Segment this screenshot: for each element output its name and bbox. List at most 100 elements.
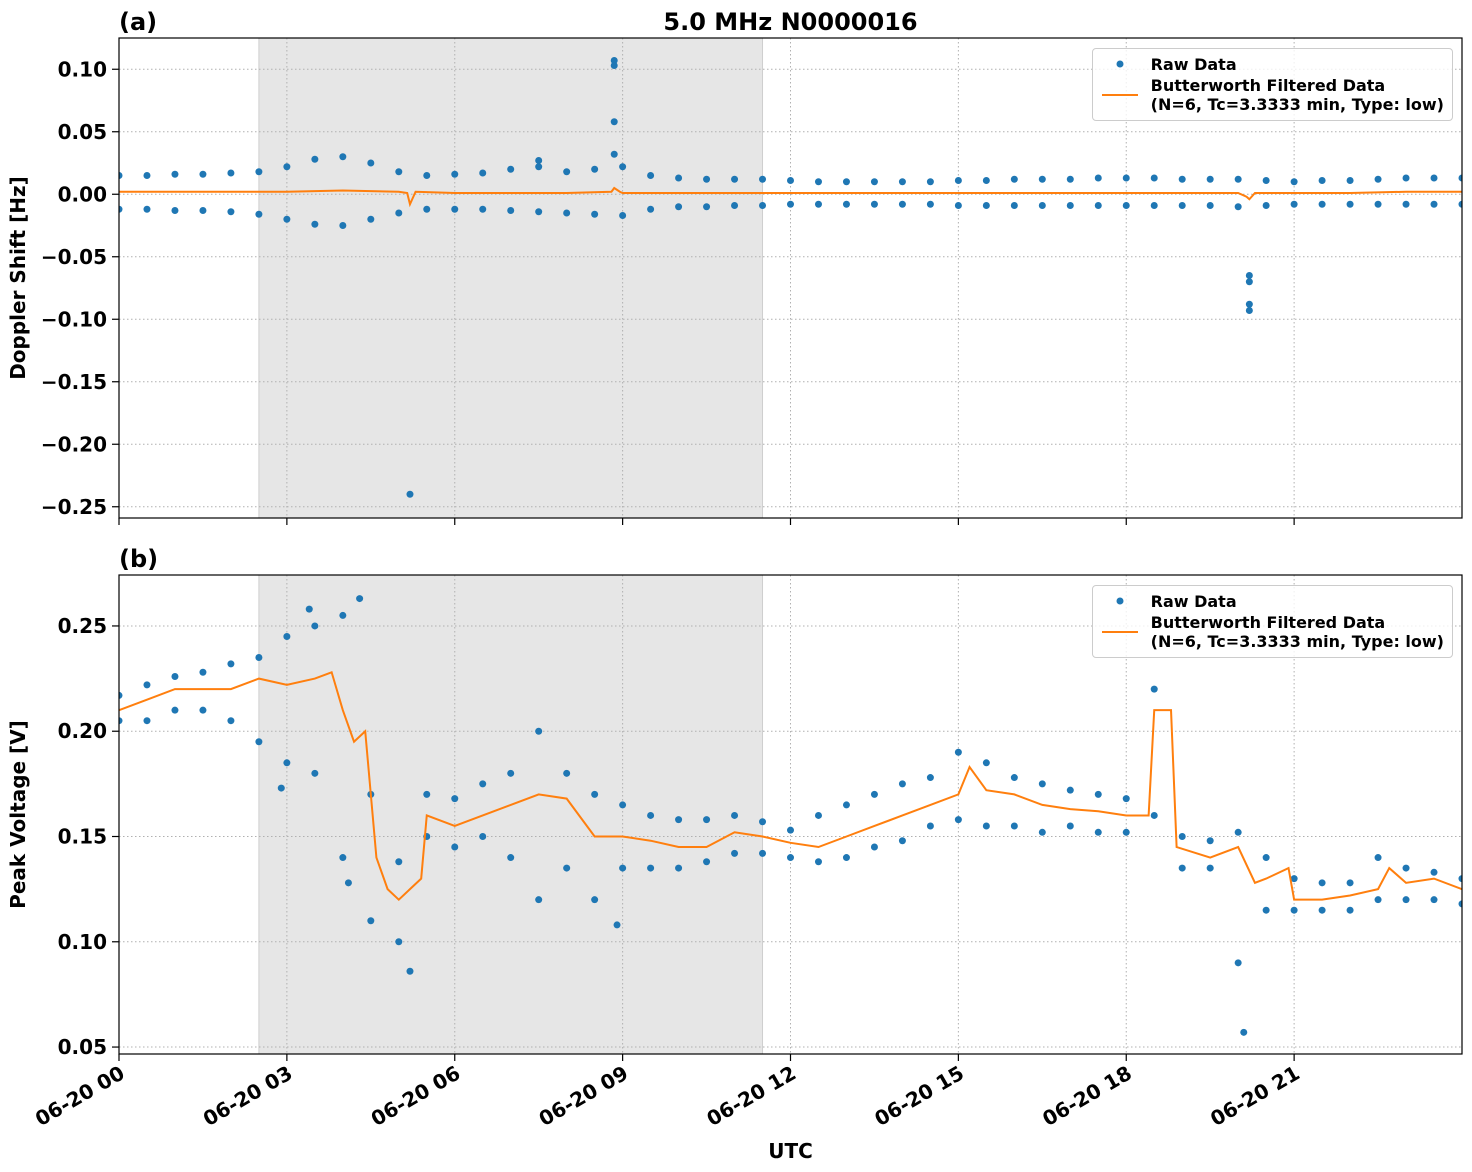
raw-point — [451, 795, 459, 803]
legend: Raw Data Butterworth Filtered Data (N=6, … — [1091, 585, 1453, 658]
raw-point — [1178, 175, 1186, 183]
raw-point — [1206, 864, 1214, 872]
raw-point — [1262, 202, 1270, 209]
raw-point — [367, 917, 375, 925]
raw-point — [1402, 174, 1410, 182]
raw-point — [423, 205, 431, 213]
raw-point — [563, 769, 571, 777]
raw-point — [143, 205, 151, 213]
raw-point — [1245, 272, 1253, 279]
raw-point — [842, 801, 850, 809]
raw-point — [277, 784, 285, 792]
raw-point — [1240, 1028, 1248, 1036]
raw-point — [842, 200, 850, 208]
raw-point — [406, 967, 414, 975]
raw-point — [619, 163, 627, 171]
raw-point — [1374, 896, 1382, 904]
filtered-line — [119, 186, 1462, 208]
legend-key — [1101, 55, 1139, 73]
raw-point — [647, 205, 655, 213]
raw-point — [1010, 774, 1018, 782]
legend-label: Butterworth Filtered Data (N=6, Tc=3.333… — [1150, 613, 1444, 651]
raw-point — [954, 748, 962, 756]
raw-point — [535, 157, 543, 164]
raw-point — [842, 178, 850, 186]
raw-point — [451, 843, 459, 851]
raw-point — [647, 864, 655, 872]
raw-point — [199, 706, 207, 714]
x-tick-label: 06-20 00 — [31, 1061, 129, 1131]
raw-point — [898, 178, 906, 186]
legend-swatch — [1101, 631, 1138, 633]
raw-point — [395, 168, 403, 176]
y-tick-label: −0.05 — [41, 245, 107, 269]
raw-point — [119, 717, 123, 725]
raw-point — [731, 202, 739, 209]
x-tick-label: 06-20 09 — [535, 1061, 633, 1131]
raw-point — [787, 177, 794, 184]
raw-point — [1458, 875, 1462, 883]
raw-point — [926, 774, 934, 782]
raw-point — [982, 177, 990, 184]
legend-key — [1101, 592, 1139, 610]
raw-point — [283, 163, 291, 171]
raw-point — [814, 178, 822, 186]
raw-point — [311, 220, 319, 228]
raw-point — [171, 706, 179, 714]
y-tick-label: 0.05 — [58, 120, 107, 144]
x-tick-label: 06-20 06 — [367, 1061, 465, 1131]
raw-point — [1262, 854, 1270, 862]
raw-point — [171, 170, 179, 178]
raw-point — [1290, 178, 1298, 186]
raw-point — [1234, 175, 1242, 183]
raw-point — [731, 849, 739, 857]
raw-point — [1150, 174, 1158, 182]
raw-point — [731, 811, 739, 819]
data-layer — [119, 57, 1462, 498]
raw-point — [1458, 900, 1462, 908]
raw-point — [507, 854, 515, 862]
x-axis-label: UTC — [768, 1139, 813, 1163]
raw-point — [1290, 906, 1298, 914]
raw-point — [563, 209, 571, 217]
raw-point — [954, 816, 962, 824]
raw-point — [507, 769, 515, 777]
raw-point — [199, 668, 207, 676]
raw-point — [926, 178, 934, 186]
raw-point — [227, 208, 235, 216]
raw-point — [1346, 879, 1354, 887]
x-tick-label: 06-20 12 — [702, 1061, 800, 1131]
raw-point — [613, 921, 621, 929]
raw-point — [227, 169, 235, 177]
raw-point — [1318, 879, 1326, 887]
legend-marker — [1116, 60, 1124, 68]
raw-point — [619, 864, 627, 872]
raw-point — [1290, 200, 1298, 208]
raw-point — [311, 155, 319, 163]
raw-point — [1346, 906, 1354, 914]
raw-point — [591, 165, 599, 173]
raw-point — [1178, 833, 1186, 841]
raw-point — [1066, 822, 1074, 830]
raw-point — [1178, 864, 1186, 872]
raw-point — [982, 759, 990, 767]
raw-point — [1346, 200, 1354, 208]
raw-point — [759, 818, 767, 826]
raw-point — [119, 691, 123, 699]
raw-point — [1094, 828, 1102, 836]
raw-point — [787, 854, 794, 862]
raw-point — [283, 632, 291, 640]
raw-point — [1094, 202, 1102, 209]
raw-point — [1150, 811, 1158, 819]
raw-point — [926, 822, 934, 830]
axes-frame — [118, 37, 1463, 519]
raw-point — [1066, 786, 1074, 794]
raw-point — [759, 175, 767, 183]
raw-point — [842, 854, 850, 862]
raw-point — [1318, 906, 1326, 914]
y-tick-label: −0.20 — [41, 432, 107, 456]
legend-item: Raw Data — [1101, 55, 1444, 74]
raw-point — [703, 203, 711, 211]
raw-point — [339, 153, 347, 161]
raw-point — [1430, 200, 1438, 208]
